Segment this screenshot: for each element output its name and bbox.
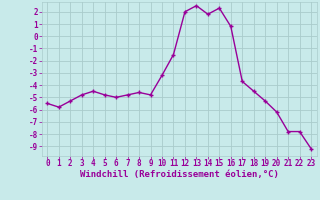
X-axis label: Windchill (Refroidissement éolien,°C): Windchill (Refroidissement éolien,°C) (80, 170, 279, 179)
